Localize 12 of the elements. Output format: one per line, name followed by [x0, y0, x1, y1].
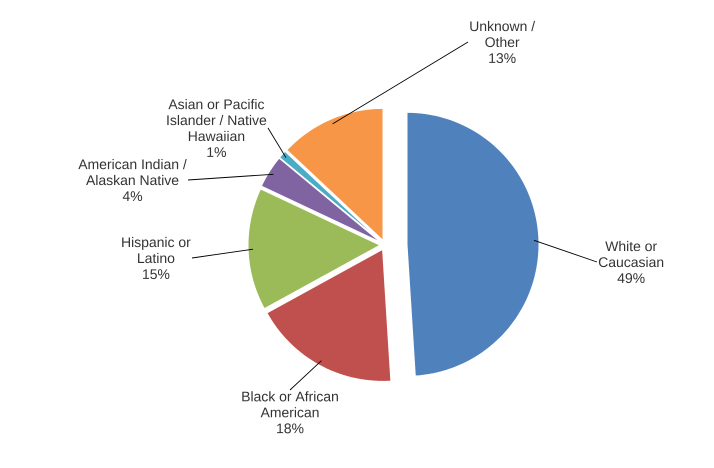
data-label: 15% — [143, 269, 170, 280]
slice-label: Asian or Pacific Islander / Native Hawaiian — [167, 98, 266, 142]
data-label: 18% — [277, 423, 304, 434]
data-label: 4% — [122, 191, 142, 202]
slice-label: Black or African American — [242, 391, 338, 418]
data-label: 13% — [489, 53, 516, 64]
data-label: 49% — [618, 273, 645, 284]
data-label: 1% — [207, 147, 226, 157]
slice-label: Unknown / Other — [470, 20, 536, 48]
slice-label: White or Caucasian — [598, 240, 664, 268]
slice-label: American Indian / Alaskan Native — [78, 158, 187, 186]
slice-label: Hispanic or Latino — [122, 236, 191, 264]
